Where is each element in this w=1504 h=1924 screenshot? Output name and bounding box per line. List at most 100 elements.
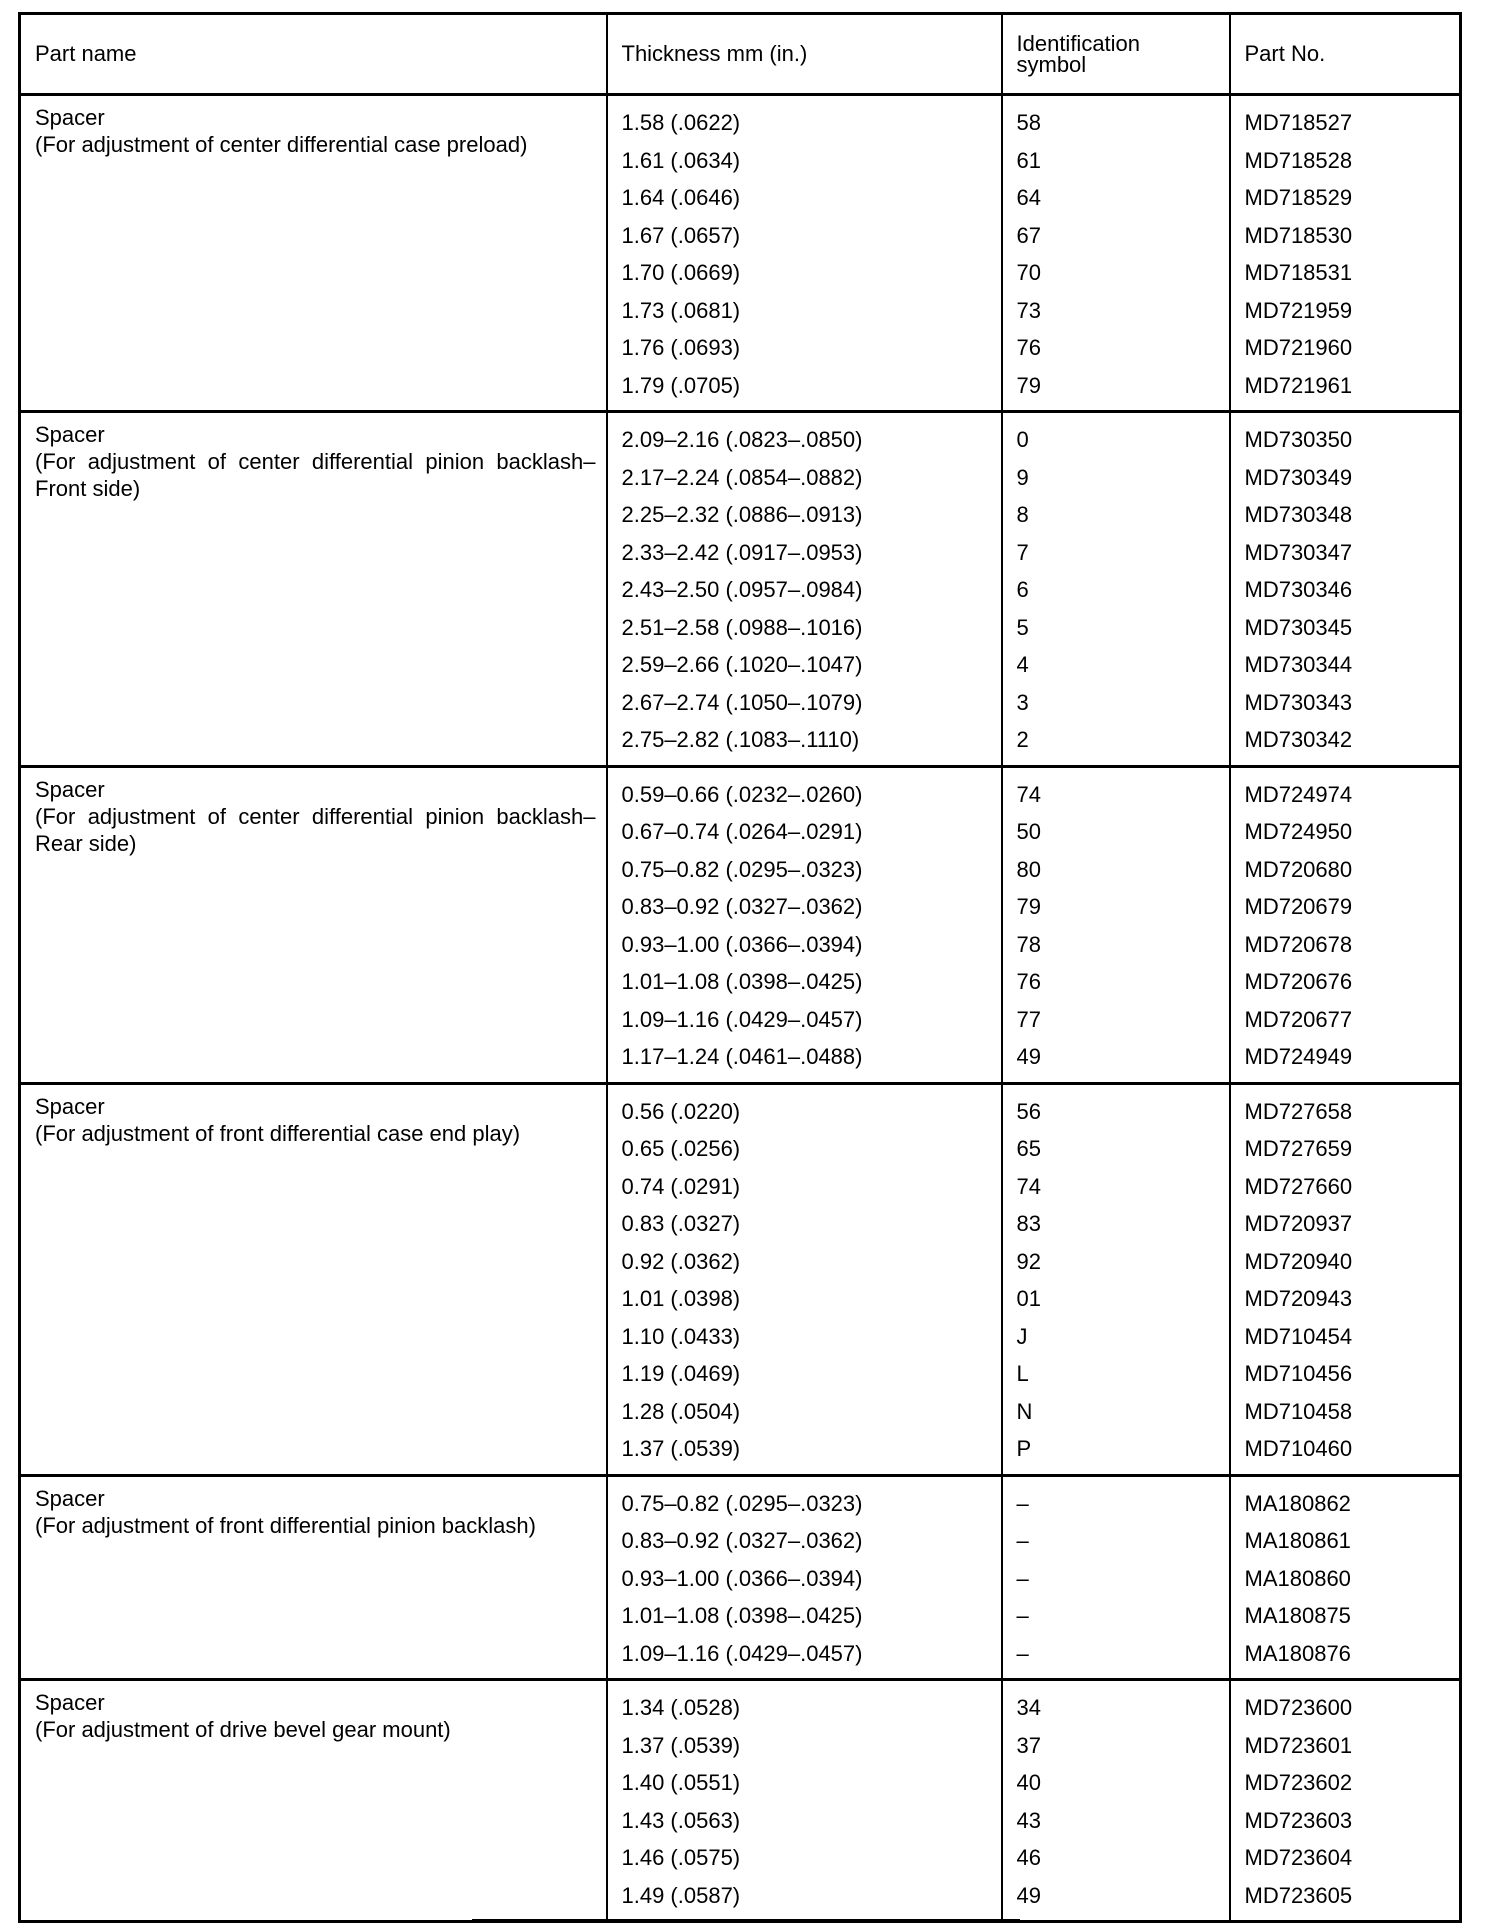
spacer-parts-table: Part name Thickness mm (in.) Identificat…: [18, 12, 1462, 1923]
thickness-value: 0.67–0.74 (.0264–.0291): [621, 819, 863, 844]
part-number-value: MD720680: [1244, 856, 1353, 882]
footer-rule: [472, 1919, 1020, 1921]
identification-symbol-cell: 56 65 74 83 92 01 J L N P: [1000, 1083, 1231, 1477]
part-number-value: MD718531: [1244, 260, 1353, 285]
identification-symbol-value: 5: [1016, 614, 1029, 640]
thickness-value: 1.17–1.24 (.0461–.0488): [621, 1044, 863, 1069]
thickness-value: 1.09–1.16 (.0429–.0457): [621, 1640, 863, 1666]
part-number-value: MA180875: [1244, 1603, 1351, 1628]
part-number-value: MD730348: [1244, 502, 1353, 527]
part-number-value: MD720676: [1244, 969, 1353, 994]
thickness-value: 1.58 (.0622): [621, 110, 741, 135]
part-number-value: MD710460: [1244, 1436, 1353, 1461]
part-number-value: MD720677: [1244, 1006, 1353, 1032]
part-number-value: MD724974: [1244, 781, 1353, 807]
thickness-value: 1.79 (.0705): [621, 372, 741, 398]
part-number-value: MD723604: [1244, 1845, 1353, 1870]
part-number-value: MD730349: [1244, 464, 1353, 490]
identification-symbol-value: 8: [1016, 502, 1029, 527]
identification-symbol-value: 3: [1016, 689, 1029, 715]
identification-symbol-value: –: [1016, 1528, 1029, 1553]
thickness-value: 1.01–1.08 (.0398–.0425): [621, 969, 863, 994]
part-number-value: MD710454: [1244, 1323, 1353, 1349]
thickness-value: 0.74 (.0291): [621, 1173, 741, 1199]
part-number-value: MD723605: [1244, 1882, 1353, 1908]
identification-symbol-value: –: [1016, 1490, 1029, 1516]
thickness-value: 1.73 (.0681): [621, 297, 741, 323]
part-name-cell: Spacer (For adjustment of front different…: [18, 1083, 608, 1477]
identification-symbol-value: 6: [1016, 577, 1029, 602]
part-name: Spacer: [35, 1093, 105, 1119]
part-number-value: MD730343: [1244, 689, 1353, 715]
part-name-cell: Spacer (For adjustment of drive bevel gea…: [18, 1679, 608, 1923]
part-number-value: MD724950: [1244, 819, 1353, 844]
identification-symbol-value: N: [1016, 1398, 1033, 1424]
thickness-value: 1.10 (.0433): [621, 1323, 741, 1349]
thickness-value: 1.40 (.0551): [621, 1770, 741, 1795]
part-name-cell: Spacer (For adjustment of front different…: [18, 1475, 608, 1681]
identification-symbol-value: 49: [1016, 1044, 1041, 1069]
part-number-value: MD720943: [1244, 1286, 1353, 1311]
part-number-value: MD710458: [1244, 1398, 1353, 1424]
part-number-cell: MD718527 MD718528 MD718529 MD718530 MD718531…: [1228, 94, 1462, 413]
thickness-value: 1.43 (.0563): [621, 1807, 741, 1833]
part-number-value: MD730350: [1244, 427, 1353, 452]
thickness-value: 0.59–0.66 (.0232–.0260): [621, 781, 863, 807]
part-number-value: MD721959: [1244, 297, 1353, 323]
header-identification-line2: symbol: [1016, 52, 1087, 77]
part-description: (For adjustment of center differential p…: [35, 803, 596, 856]
identification-symbol-value: 58: [1016, 110, 1041, 135]
identification-symbol-value: 56: [1016, 1098, 1041, 1124]
part-group-row: Spacer (For adjustment of front different…: [18, 1083, 1462, 1477]
thickness-value: 0.93–1.00 (.0366–.0394): [621, 1565, 863, 1591]
identification-symbol-value: 79: [1016, 372, 1041, 398]
thickness-value: 2.59–2.66 (.1020–.1047): [621, 652, 863, 677]
part-name: Spacer: [35, 422, 105, 447]
thickness-value: 1.34 (.0528): [621, 1695, 741, 1720]
part-number-value: MD727660: [1244, 1173, 1353, 1199]
part-number-value: MD718529: [1244, 185, 1353, 210]
part-number-value: MA180861: [1244, 1528, 1351, 1553]
part-number-value: MD718527: [1244, 110, 1353, 135]
thickness-value: 1.67 (.0657): [621, 222, 741, 248]
identification-symbol-cell: 0 9 8 7 6 5 4 3 2: [1000, 411, 1231, 768]
identification-symbol-value: J: [1016, 1323, 1028, 1349]
header-part-name: Part name: [18, 13, 608, 96]
part-number-value: MD720679: [1244, 894, 1353, 919]
part-name-cell: Spacer (For adjustment of center differen…: [18, 411, 608, 768]
part-number-cell: MD723600 MD723601 MD723602 MD723603 MD723604…: [1228, 1679, 1462, 1923]
part-group-row: Spacer (For adjustment of center differen…: [18, 411, 1462, 768]
header-thickness: Thickness mm (in.): [605, 13, 1003, 96]
part-name-cell: Spacer (For adjustment of center differen…: [18, 766, 608, 1085]
identification-symbol-value: 4: [1016, 652, 1029, 677]
thickness-value: 2.33–2.42 (.0917–.0953): [621, 539, 863, 565]
header-identification-symbol: Identification symbol: [1000, 13, 1231, 96]
part-number-value: MD721960: [1244, 335, 1353, 360]
identification-symbol-value: –: [1016, 1565, 1029, 1591]
thickness-cell: 1.34 (.0528) 1.37 (.0539) 1.40 (.0551) 1.43…: [605, 1679, 1003, 1923]
identification-symbol-value: 73: [1016, 297, 1041, 323]
thickness-value: 0.56 (.0220): [621, 1098, 741, 1124]
identification-symbol-value: 74: [1016, 781, 1041, 807]
thickness-value: 1.37 (.0539): [621, 1436, 741, 1461]
identification-symbol-value: 79: [1016, 894, 1041, 919]
thickness-value: 1.01–1.08 (.0398–.0425): [621, 1603, 863, 1628]
part-number-value: MD720940: [1244, 1248, 1353, 1274]
thickness-value: 0.93–1.00 (.0366–.0394): [621, 931, 863, 957]
identification-symbol-value: 46: [1016, 1845, 1041, 1870]
identification-symbol-value: 9: [1016, 464, 1029, 490]
identification-symbol-value: 43: [1016, 1807, 1041, 1833]
thickness-cell: 0.59–0.66 (.0232–.0260) 0.67–0.74 (.0264–…: [605, 766, 1003, 1085]
identification-symbol-value: 2: [1016, 727, 1029, 752]
part-description: (For adjustment of front differential ca…: [35, 1120, 521, 1146]
identification-symbol-value: 37: [1016, 1732, 1041, 1758]
part-group-row: Spacer (For adjustment of center differen…: [18, 766, 1462, 1085]
part-number-value: MD720937: [1244, 1211, 1353, 1236]
part-description: (For adjustment of front differential pi…: [35, 1512, 536, 1538]
thickness-value: 2.09–2.16 (.0823–.0850): [621, 427, 863, 452]
part-number-value: MD720678: [1244, 931, 1353, 957]
identification-symbol-value: 78: [1016, 931, 1041, 957]
part-number-cell: MD730350 MD730349 MD730348 MD730347 MD730346…: [1228, 411, 1462, 768]
part-number-value: MD723600: [1244, 1695, 1353, 1720]
thickness-value: 2.51–2.58 (.0988–.1016): [621, 614, 863, 640]
